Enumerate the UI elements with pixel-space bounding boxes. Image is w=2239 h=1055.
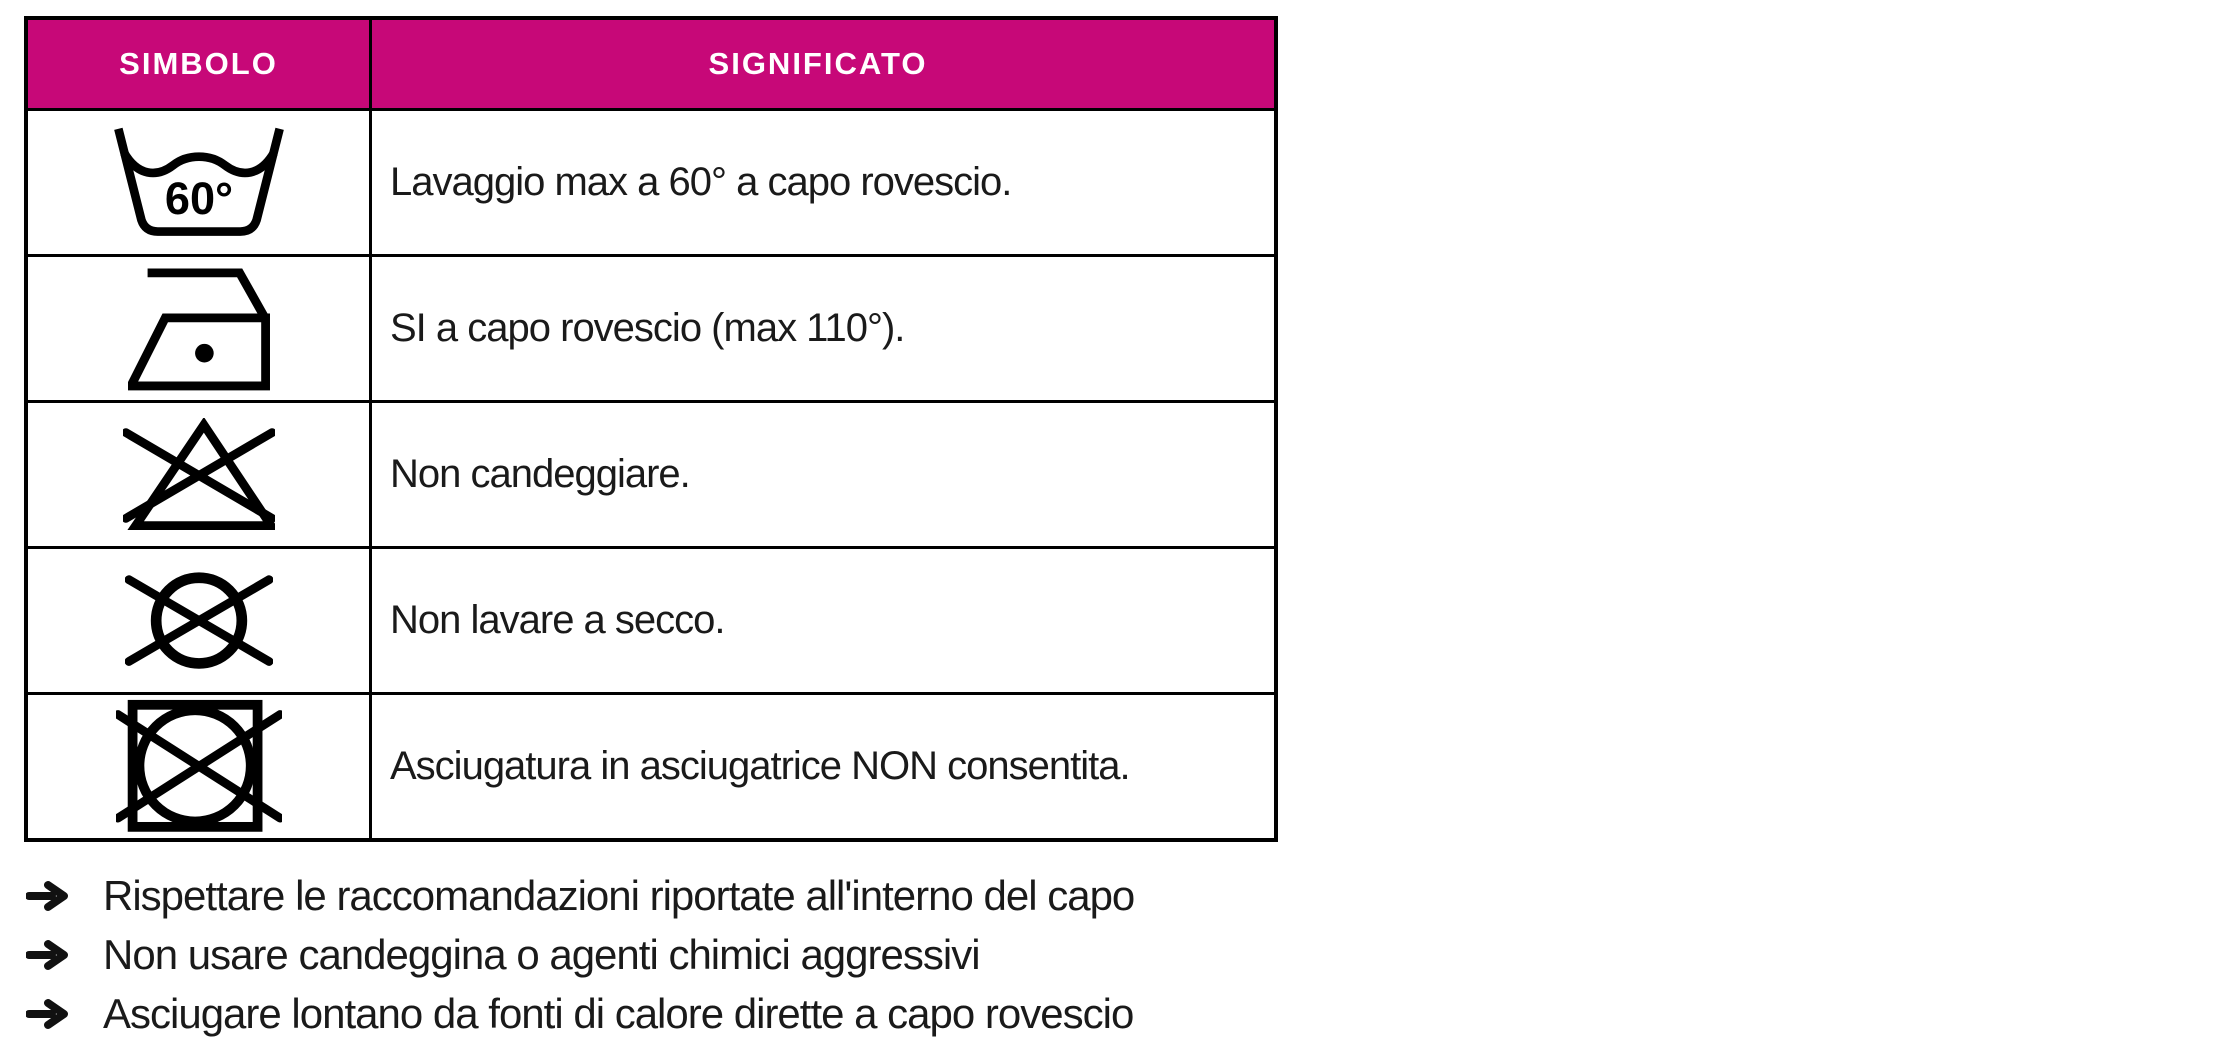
meaning-text: Asciugatura in asciugatrice NON consenti… [390,744,1131,788]
note-item: Rispettare le raccomandazioni riportate … [26,866,1135,925]
meaning-cell: Lavaggio max a 60° a capo rovescio. [372,111,1274,254]
arrow-right-icon [26,998,68,1029]
note-item: Non usare candeggina o agenti chimici ag… [26,925,1134,984]
table-row: Non lavare a secco. [28,546,1274,692]
symbol-cell [28,257,372,400]
no-dry-clean-icon [124,572,273,669]
note-text: Asciugare lontano da fonti di calore dir… [103,989,1134,1037]
meaning-cell: Asciugatura in asciugatrice NON consenti… [372,695,1274,838]
table-row: SI a capo rovescio (max 110°). [28,254,1274,400]
table-row: 60° Lavaggio max a 60° a capo rovescio. [28,108,1274,254]
meaning-cell: Non candeggiare. [372,403,1274,546]
wash-60-icon: 60° [113,127,284,236]
meaning-text: Lavaggio max a 60° a capo rovescio. [390,160,1012,204]
header-simbolo-label: SIMBOLO [119,46,278,81]
care-symbols-table: SIMBOLO SIGNIFICATO 60° Lavaggio max a 6… [24,16,1278,842]
wash-temp-label: 60° [164,173,232,224]
note-text: Rispettare le raccomandazioni riportate … [103,871,1135,919]
header-cell-significato: SIGNIFICATO [372,20,1274,108]
symbol-cell [28,695,372,838]
meaning-cell: SI a capo rovescio (max 110°). [372,257,1274,400]
notes-list: Rispettare le raccomandazioni riportate … [26,866,1135,1043]
no-bleach-icon [122,417,275,531]
iron-one-dot-icon [127,268,270,391]
arrow-right-icon [26,939,68,970]
meaning-text: Non candeggiare. [390,452,691,496]
table-row: Asciugatura in asciugatrice NON consenti… [28,692,1274,838]
meaning-text: Non lavare a secco. [390,598,726,642]
note-text: Non usare candeggina o agenti chimici ag… [103,930,981,978]
table-row: Non candeggiare. [28,400,1274,546]
header-cell-simbolo: SIMBOLO [28,20,372,108]
meaning-cell: Non lavare a secco. [372,549,1274,692]
arrow-right-icon [26,880,68,911]
header-significato-label: SIGNIFICATO [708,46,928,81]
symbol-cell [28,549,372,692]
note-item: Asciugare lontano da fonti di calore dir… [26,984,1134,1043]
no-tumble-dry-icon [115,700,282,832]
table-header-row: SIMBOLO SIGNIFICATO [28,20,1274,108]
meaning-text: SI a capo rovescio (max 110°). [390,306,905,350]
symbol-cell [28,403,372,546]
symbol-cell: 60° [28,111,372,254]
